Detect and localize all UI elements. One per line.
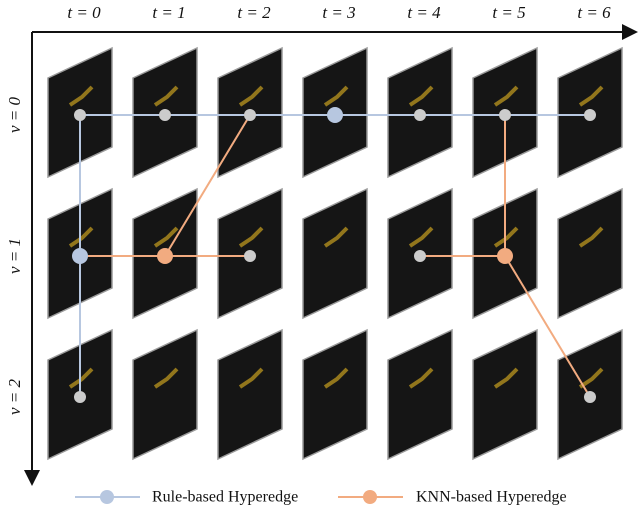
pose-trace	[408, 85, 434, 107]
pose-trace	[493, 85, 519, 107]
node	[244, 250, 256, 262]
node	[584, 109, 596, 121]
view-label: v = 2	[5, 378, 24, 415]
legend: Rule-based Hyperedge KNN-based Hyperedge	[75, 489, 567, 506]
view-label: v = 0	[5, 96, 24, 133]
hyperedge	[504, 255, 591, 398]
frame-panel	[132, 328, 198, 461]
pose-trace	[68, 226, 94, 248]
pose-trace	[493, 367, 519, 389]
hub-node	[327, 107, 343, 123]
frame-panel	[302, 187, 368, 320]
time-label: t = 4	[407, 3, 441, 22]
node	[414, 109, 426, 121]
pose-trace	[153, 85, 179, 107]
pose-trace	[238, 85, 264, 107]
pose-trace	[153, 226, 179, 248]
node	[584, 391, 596, 403]
pose-trace	[238, 226, 264, 248]
time-label: t = 5	[492, 3, 525, 22]
frame-panel	[302, 328, 368, 461]
pose-trace	[578, 85, 604, 107]
pose-trace	[323, 85, 349, 107]
pose-trace	[578, 367, 604, 389]
hub-node	[72, 248, 88, 264]
node	[74, 391, 86, 403]
pose-trace	[493, 226, 519, 248]
frame-panel	[387, 328, 453, 461]
node	[244, 109, 256, 121]
time-label: t = 2	[237, 3, 271, 22]
frame-panel	[217, 328, 283, 461]
node	[499, 109, 511, 121]
frame-panel	[557, 187, 623, 320]
time-label: t = 3	[322, 3, 355, 22]
node	[74, 109, 86, 121]
pose-trace	[578, 226, 604, 248]
pose-trace	[68, 85, 94, 107]
node	[159, 109, 171, 121]
hub-node	[157, 248, 173, 264]
nodes	[72, 107, 596, 403]
pose-trace	[68, 367, 94, 389]
legend-label: KNN-based Hyperedge	[416, 489, 567, 506]
frame-panel	[472, 328, 538, 461]
pose-trace	[323, 367, 349, 389]
pose-trace	[408, 367, 434, 389]
time-label: t = 1	[152, 3, 185, 22]
view-label: v = 1	[5, 238, 24, 274]
pose-trace	[238, 367, 264, 389]
pose-trace	[323, 226, 349, 248]
node	[414, 250, 426, 262]
legend-marker	[363, 490, 377, 504]
legend-marker	[100, 490, 114, 504]
time-label: t = 6	[577, 3, 611, 22]
pose-trace	[153, 367, 179, 389]
hyperedge	[164, 114, 251, 257]
pose-trace	[408, 226, 434, 248]
hub-node	[497, 248, 513, 264]
time-label: t = 0	[67, 3, 101, 22]
legend-label: Rule-based Hyperedge	[152, 489, 298, 506]
